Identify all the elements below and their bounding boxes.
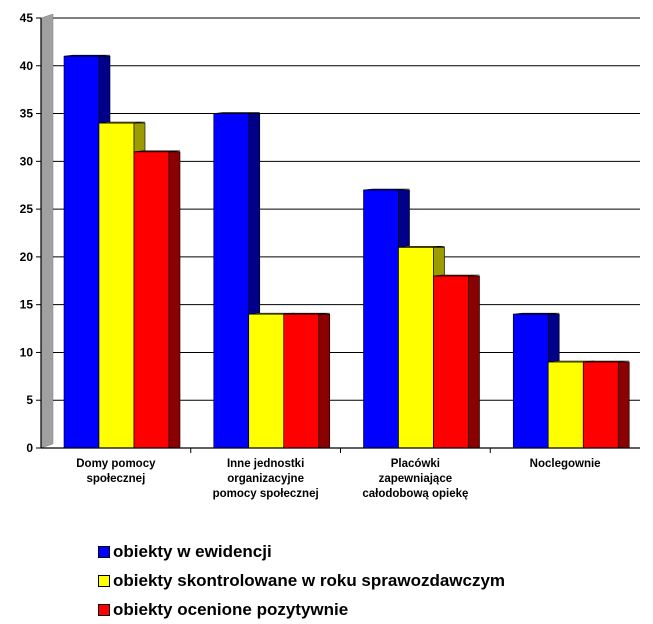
bar-top [513, 312, 560, 315]
legend-label: obiekty ocenione pozytywnie [113, 599, 349, 619]
y-tick-label: 30 [20, 154, 34, 168]
side-wall [40, 13, 54, 449]
category-label-line: społecznej [86, 473, 145, 485]
bar-top [583, 360, 630, 363]
category-label-line: Noclegownie [530, 458, 601, 470]
bar-top [363, 188, 410, 191]
category-label: Inne jednostki organizacyjne pomocy społec… [213, 458, 319, 500]
legend-label: obiekty w ewidencji [113, 541, 272, 561]
bar [133, 151, 170, 449]
bar-side [617, 361, 630, 449]
bar [248, 313, 285, 449]
bar-top [133, 150, 181, 153]
y-tick-label: 40 [20, 59, 34, 73]
bar [398, 247, 434, 449]
bar-top [283, 312, 330, 315]
axes [36, 17, 640, 453]
legend: obiekty w ewidencji obiekty skontrolowane… [98, 537, 505, 624]
legend-item: obiekty w ewidencji [98, 537, 505, 566]
category-label-line: Inne jednostki [227, 458, 304, 470]
bar [283, 313, 320, 449]
bar-top [213, 112, 260, 114]
y-tick-label: 45 [20, 11, 34, 25]
category-labels: Domy pomocy społecznej Inne jednostki organ… [76, 458, 600, 500]
category-label-line: zapewniające [379, 473, 453, 485]
category-label: Noclegownie [530, 458, 601, 470]
legend-item: obiekty skontrolowane w roku sprawozdawc… [98, 566, 505, 595]
bar-side [468, 275, 480, 449]
y-tick-labels: 0 5 10 15 20 25 30 35 40 45 [20, 11, 34, 455]
bar [363, 189, 399, 449]
y-tick-label: 10 [20, 345, 34, 359]
category-label-line: całodobową opiekę [362, 488, 468, 500]
category-label-line: Domy pomocy [76, 458, 156, 470]
legend-item: obiekty ocenione pozytywnie [98, 595, 505, 624]
bar [582, 361, 619, 449]
bar-top [398, 246, 445, 248]
bar [433, 275, 469, 449]
bar [63, 55, 100, 449]
bar-top [98, 121, 146, 124]
bar-side [318, 313, 331, 449]
bar-top [63, 54, 111, 57]
legend-label: obiekty skontrolowane w roku sprawozdawc… [113, 570, 506, 590]
category-label-line: pomocy społecznej [213, 488, 319, 500]
y-tick-label: 5 [26, 393, 33, 407]
bar [547, 361, 584, 449]
category-label: Domy pomocy społecznej [76, 458, 156, 485]
bar-side [168, 151, 181, 449]
bar [512, 313, 549, 449]
category-label-line: Placówki [391, 458, 440, 470]
bar-chart: 0 5 10 15 20 25 30 35 40 45 Domy pomocy społecznej… [20, 11, 640, 500]
chart-walls [40, 13, 54, 449]
legend-swatch [98, 545, 110, 558]
y-tick-label: 25 [20, 202, 34, 216]
y-tick-label: 35 [20, 107, 34, 121]
bar-top [433, 274, 480, 277]
y-tick-label: 15 [20, 298, 34, 312]
category-label: Placówki zapewniające całodobową opiekę [362, 458, 468, 500]
y-tick-label: 20 [20, 250, 34, 264]
legend-swatch [98, 574, 110, 587]
bars [63, 54, 630, 449]
bar [213, 113, 250, 449]
category-label-line: organizacyjne [227, 473, 304, 485]
bar [98, 122, 135, 449]
y-tick-label: 0 [26, 441, 33, 455]
legend-swatch [98, 603, 110, 616]
